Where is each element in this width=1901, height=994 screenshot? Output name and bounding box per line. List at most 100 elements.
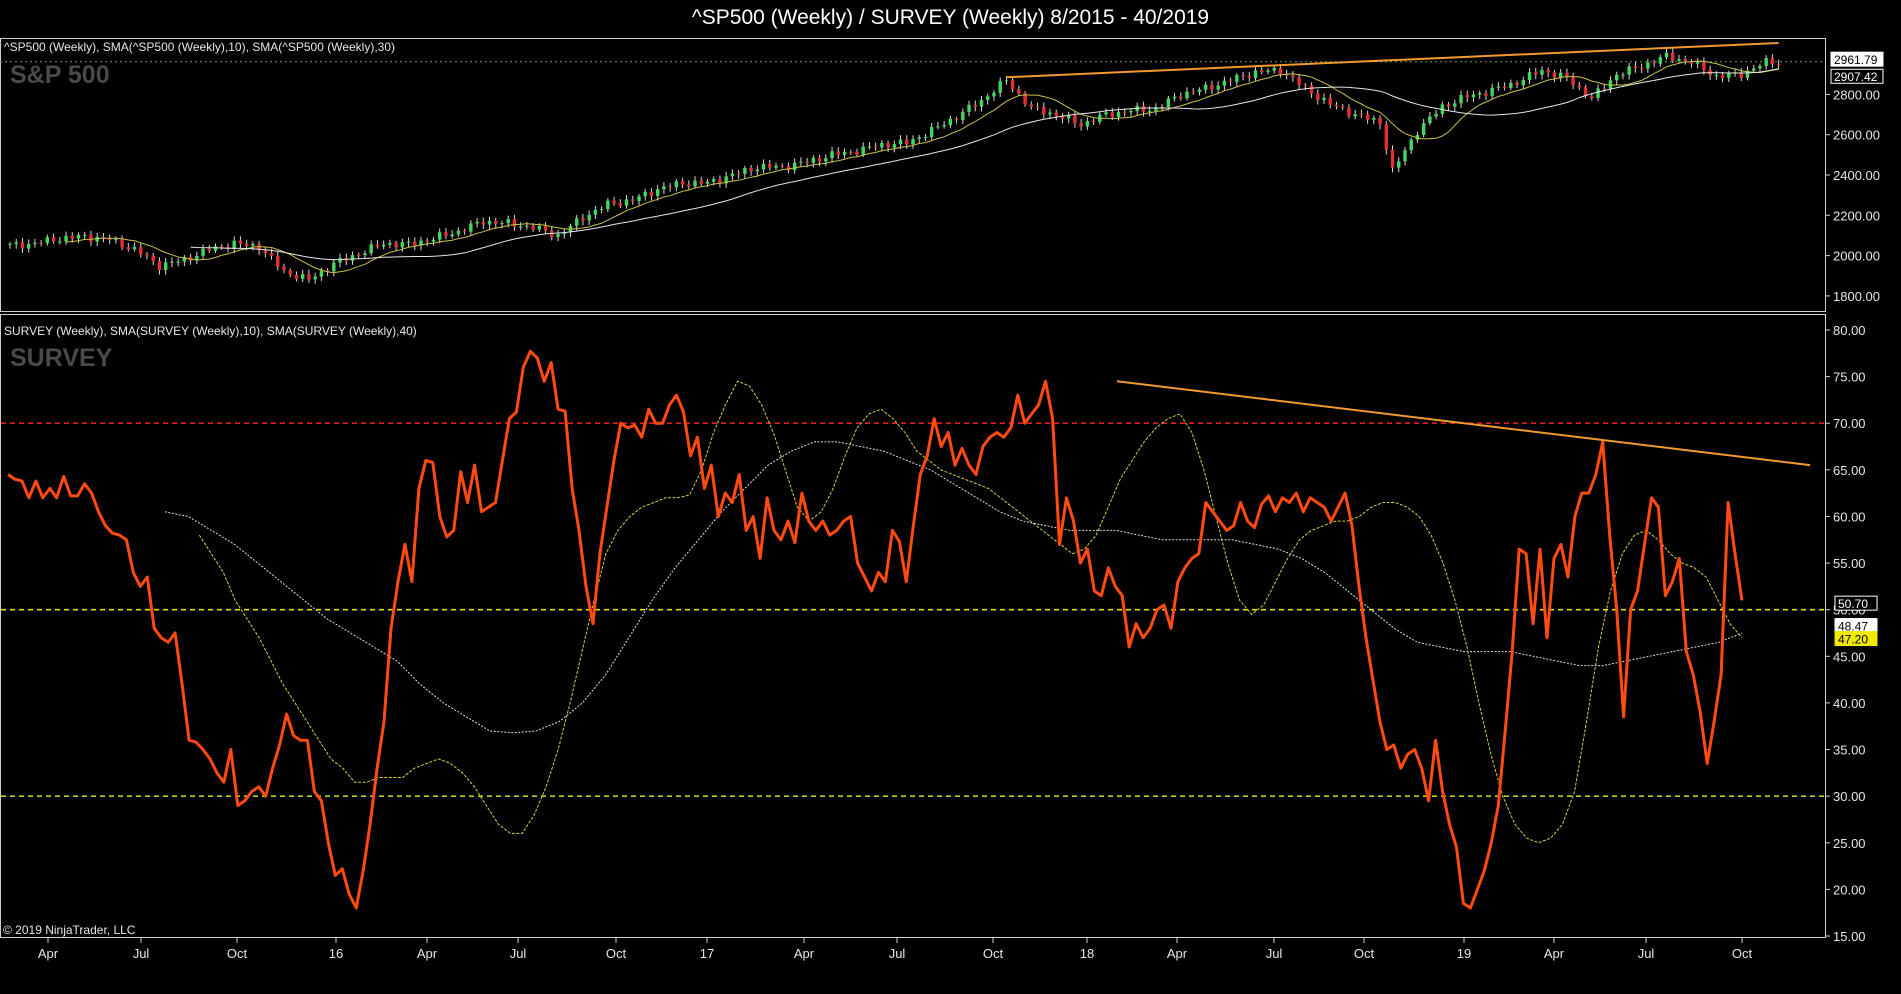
survey-y-tick-label: 70.00 [1833,416,1866,431]
candle-body [755,169,760,172]
candle-body [369,244,373,254]
candle-body [151,255,155,262]
candle-body [973,104,977,107]
candle-body [282,266,286,271]
candle-body [1091,121,1096,123]
candle-body [1752,68,1756,71]
price-sma10-line [65,60,1779,274]
x-tick-label: Jul [510,946,527,961]
candle-body [718,179,722,184]
candle-body [992,92,996,97]
candle-body [1253,70,1258,79]
candle-body [631,199,635,202]
candle-body [1552,72,1557,78]
candle-body [942,125,946,127]
x-tick-label: Jul [1266,946,1283,961]
candle-body [64,235,68,242]
candle-body [774,165,778,168]
candle-body [406,241,411,243]
price-last-value-label: 2907.42 [1834,70,1878,84]
survey-resistance-line [1116,380,1811,467]
candle-body [1309,85,1314,94]
candle-body [917,137,921,139]
axes: 1800.00 2000.00 2200.00 2400.00 2600.00 2800.… [38,51,1884,961]
candle-body [1048,112,1052,115]
candle-body [26,243,31,249]
x-tick-label: Oct [983,946,1004,961]
candle-body [830,151,834,159]
candle-body [201,248,205,256]
candle-body [276,255,280,267]
x-tick-label: Oct [1354,946,1375,961]
candle-body [1116,111,1121,118]
price-panel-label: S&P 500 [10,61,110,89]
survey-y-tick-label: 60.00 [1833,509,1866,524]
candle-body [1484,93,1488,96]
candle-body [1340,106,1345,108]
candle-body [163,262,168,271]
candle-body [1303,85,1308,87]
candle-body [1266,70,1270,73]
candle-body [294,274,299,279]
survey-last-value-label: 50.70 [1838,597,1868,611]
candle-body [1689,61,1694,64]
candle-body [543,225,548,231]
candle-body [394,242,398,248]
candle-body [400,242,405,248]
candle-body [120,238,124,248]
candle-body [1284,74,1289,76]
candle-body [307,274,311,280]
candle-body [462,230,467,232]
candle-body [232,240,236,249]
candle-body [643,191,647,197]
candle-body [761,163,766,170]
x-tick-label: Jul [889,946,906,961]
candle-body [76,235,81,239]
survey-y-tick-label: 25.00 [1833,836,1866,851]
candle-body [1502,86,1507,89]
candle-body [1583,87,1588,97]
candle-body [1029,104,1034,107]
candle-body [251,243,255,246]
candle-body [1191,91,1195,93]
candle-body [456,230,461,235]
candle-body [363,253,367,256]
candle-body [1658,57,1663,64]
candle-body [269,252,274,256]
candle-body [1546,70,1550,73]
candle-body [288,270,292,275]
candle-body [220,246,224,248]
candle-body [1079,123,1083,127]
x-tick-label: Jul [1638,946,1655,961]
candle-body [518,226,523,228]
candle-body [1509,82,1513,89]
candle-body [1646,62,1650,69]
candle-body [1322,97,1326,100]
candle-body [655,189,660,196]
candle-body [1540,70,1544,75]
candle-body [20,242,25,249]
candle-body [954,118,959,120]
candle-body [1415,134,1420,140]
candle-body [1590,96,1594,99]
candle-body [469,223,473,232]
candle-body [824,158,828,162]
candle-body [599,209,604,211]
candle-body [1104,112,1108,115]
candle-body [1434,113,1438,117]
candle-body [768,163,772,168]
candle-body [1739,72,1743,79]
candle-body [1297,77,1301,86]
candle-body [1390,149,1395,168]
survey-y-tick-label: 75.00 [1833,370,1866,385]
candle-body [1017,89,1021,94]
candle-body [948,118,953,126]
price-y-tick-label: 2400.00 [1833,168,1880,183]
candle-body [70,235,74,239]
candle-body [1247,76,1252,79]
candle-body [207,248,211,251]
survey-y-tick-label: 40.00 [1833,696,1866,711]
candle-body [1147,110,1152,112]
candle-body [1179,96,1183,99]
